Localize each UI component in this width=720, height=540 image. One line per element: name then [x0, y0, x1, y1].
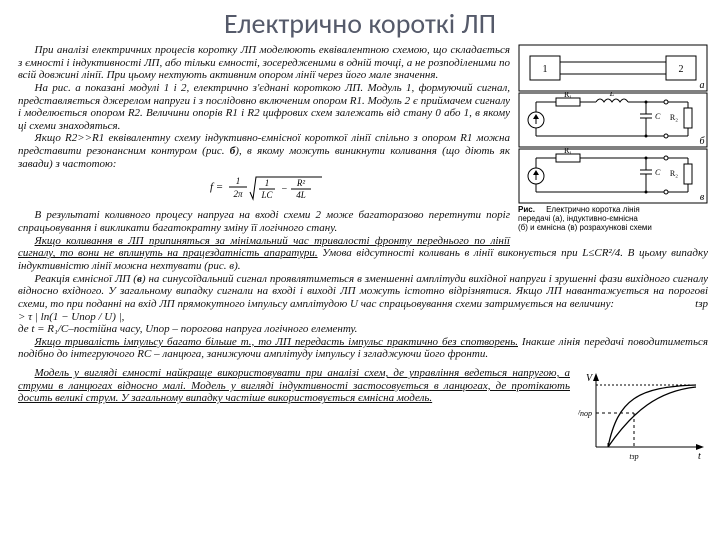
- svg-text:f =: f =: [210, 181, 223, 193]
- svg-text:V: V: [586, 373, 594, 384]
- circuit-diagrams: 1 2 а R₁ L: [518, 44, 708, 232]
- svg-text:Vпор: Vпор: [578, 409, 592, 418]
- circuit-b: R₁ L C R₂ б: [518, 92, 708, 148]
- paragraph-6: Реакція ємнісної ЛП (в) на синусоїдальни…: [18, 273, 708, 324]
- circuit-caption: Рис. Електрично коротка лінія передачі (…: [518, 204, 708, 232]
- svg-text:tзр: tзр: [629, 452, 638, 461]
- svg-text:в: в: [700, 192, 705, 203]
- svg-text:C: C: [655, 168, 661, 177]
- svg-text:C: C: [655, 112, 661, 121]
- svg-text:2π: 2π: [233, 189, 243, 199]
- svg-text:4L: 4L: [296, 190, 306, 200]
- svg-text:1: 1: [543, 64, 548, 75]
- svg-text:L: L: [609, 92, 615, 98]
- svg-text:1: 1: [236, 176, 241, 186]
- svg-text:R₂: R₂: [670, 169, 678, 178]
- paragraph-7: де t = R₁/C–постійна часу, Uпор – порого…: [18, 323, 708, 336]
- svg-text:а: а: [700, 80, 705, 91]
- content: 1 2 а R₁ L: [0, 44, 720, 405]
- svg-text:t: t: [698, 451, 701, 461]
- page-title: Електрично короткі ЛП: [0, 0, 720, 44]
- svg-text:R²: R²: [296, 178, 305, 188]
- svg-text:1: 1: [265, 178, 270, 188]
- svg-text:б: б: [699, 136, 705, 147]
- svg-text:R₁: R₁: [564, 92, 572, 99]
- circuit-v: R₁ C R₂ в: [518, 148, 708, 204]
- svg-text:R₁: R₁: [564, 148, 572, 155]
- svg-text:LC: LC: [260, 190, 273, 200]
- circuit-a: 1 2 а: [518, 44, 708, 92]
- graph: V t Vпор tзр: [578, 369, 708, 466]
- svg-text:2: 2: [679, 64, 684, 75]
- svg-text:−: −: [281, 184, 288, 195]
- paragraph-8: Якщо тривалість імпульсу багато більше т…: [18, 336, 708, 361]
- paragraph-5: Якщо коливання в ЛП припиняться за мінім…: [18, 235, 708, 273]
- svg-text:R₂: R₂: [670, 113, 678, 122]
